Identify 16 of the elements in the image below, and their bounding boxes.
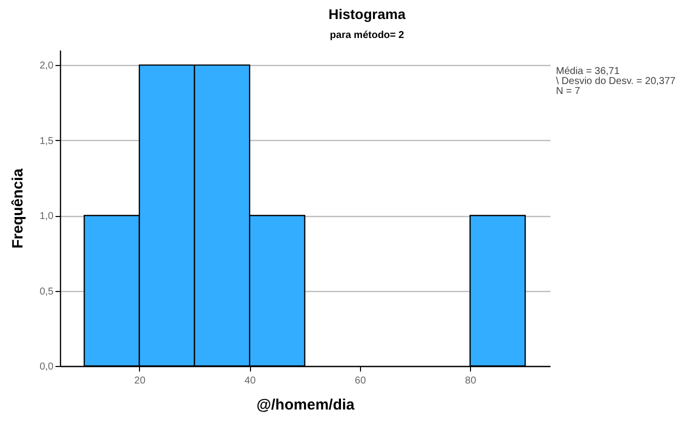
y-tick-label: 1,0 — [40, 211, 54, 222]
x-tick-label: 60 — [354, 376, 366, 386]
y-tick-label: 0,5 — [40, 286, 54, 298]
y-tick-label: 2,0 — [40, 60, 54, 72]
text: \ Desvio do Desv. = 20,377 — [556, 76, 676, 87]
chart-subtitle: para método= 2 — [330, 30, 405, 41]
y-axis-title: Frequência — [10, 168, 27, 249]
x-tick-label: 40 — [244, 376, 256, 386]
text: Média = 36,71 — [556, 66, 620, 77]
y-tick-label: 0,0 — [40, 362, 54, 372]
y-tick-label: 1,5 — [40, 136, 54, 147]
x-tick-label: 80 — [465, 376, 477, 386]
x-tick-label: 20 — [134, 376, 146, 386]
text: N = 7 — [556, 86, 581, 97]
chart-title: Histograma — [328, 6, 406, 22]
x-axis-title: @/homem/dia — [256, 396, 356, 414]
